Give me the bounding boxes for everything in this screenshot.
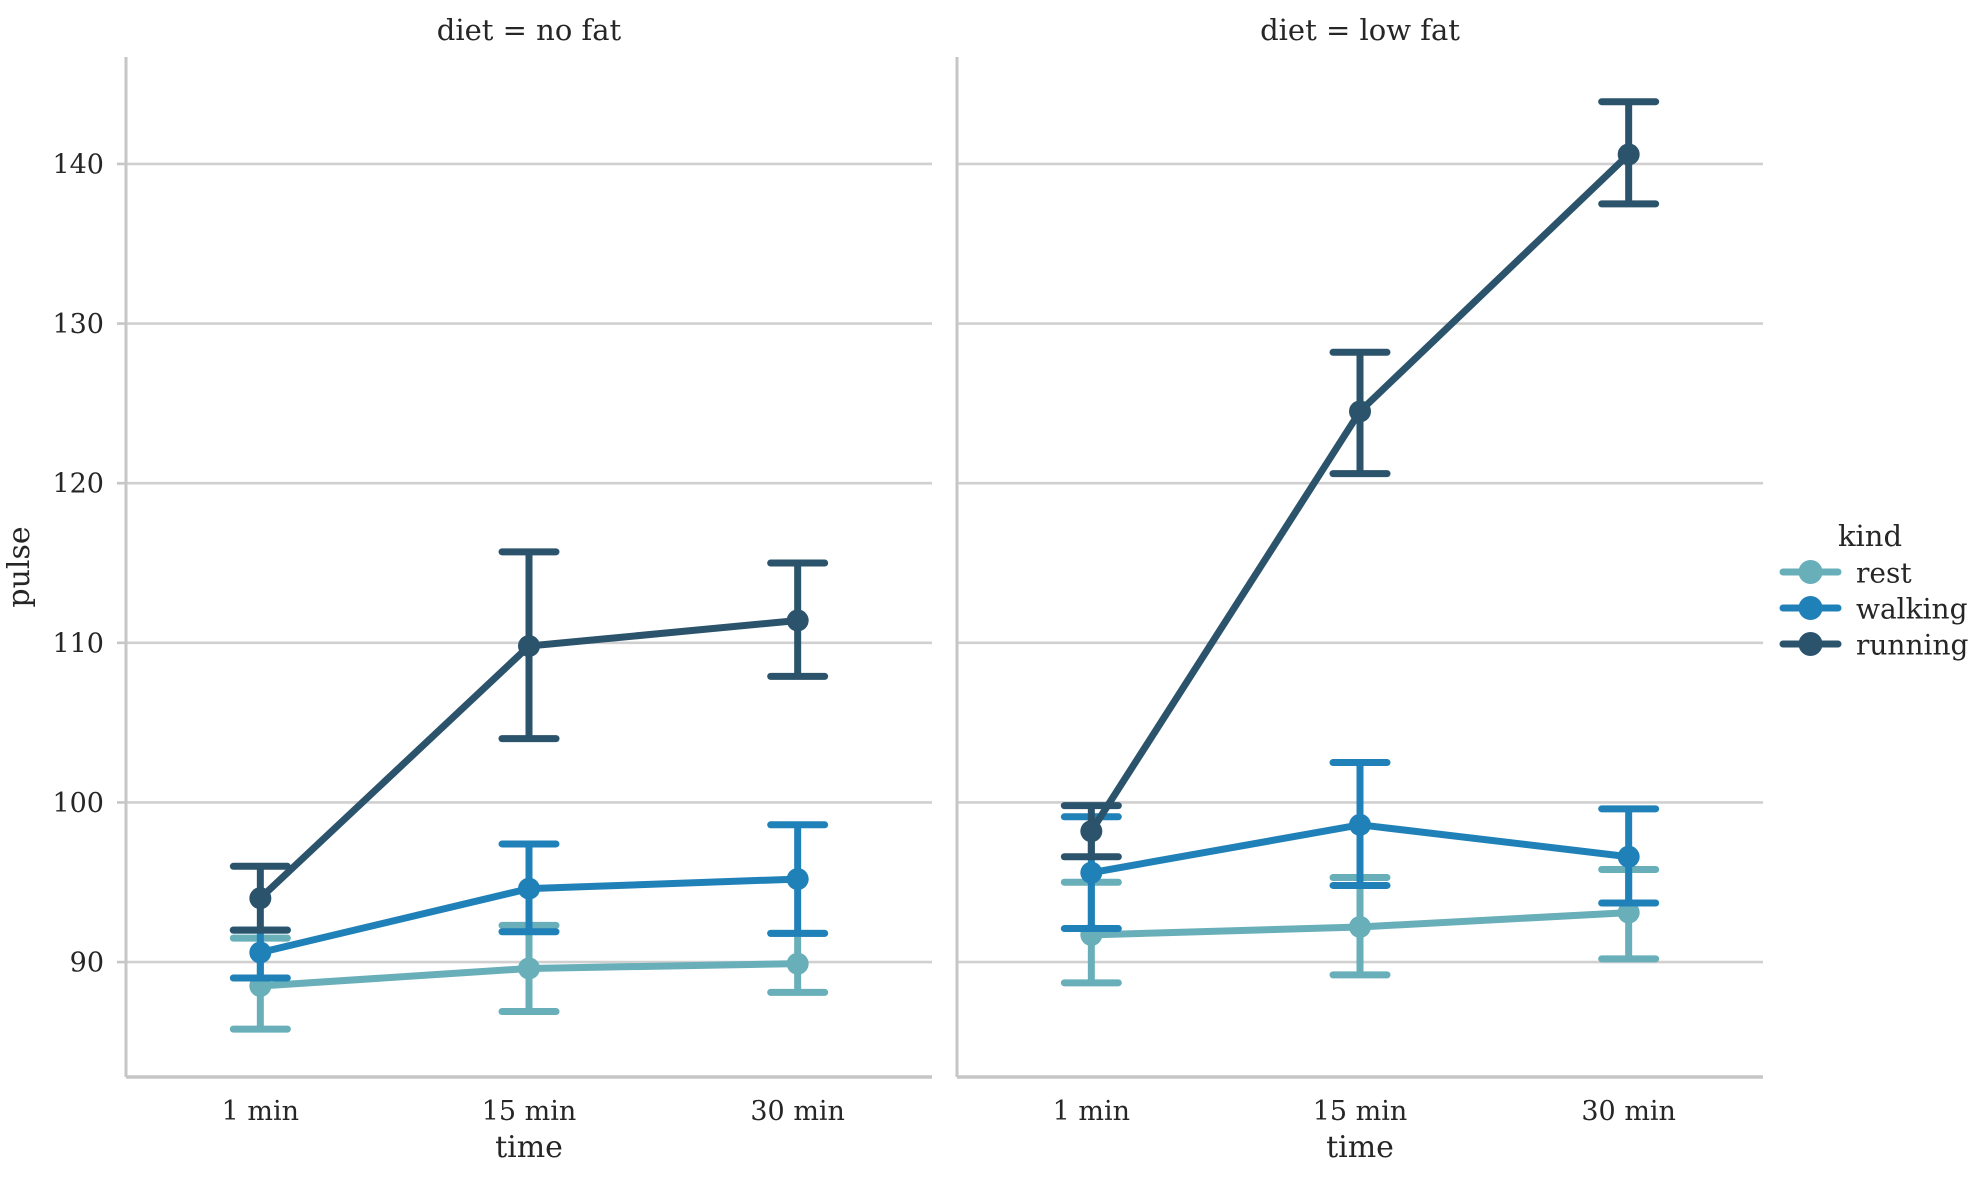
y-tick-label-120: 120 bbox=[52, 469, 104, 500]
legend-marker-running bbox=[1798, 632, 1823, 656]
y-tick-label-110: 110 bbox=[52, 628, 104, 659]
y-axis-label: pulse bbox=[2, 526, 37, 607]
series-walking bbox=[1060, 759, 1660, 933]
point-walking-30-min bbox=[1617, 845, 1640, 868]
series-line-running bbox=[1087, 150, 1633, 835]
point-rest-30-min bbox=[786, 952, 809, 975]
facet-title: diet = no fat bbox=[437, 13, 622, 47]
point-walking-30-min bbox=[786, 868, 809, 891]
legend-label-rest: rest bbox=[1856, 557, 1912, 590]
facet-panel-diet-low-fat: 1 min 15 min 30 min time diet = low fat bbox=[955, 13, 1763, 1165]
y-tick-label-90: 90 bbox=[70, 948, 104, 979]
legend-item-walking: walking bbox=[1779, 593, 1968, 626]
facet-title: diet = low fat bbox=[1260, 13, 1460, 47]
legend-label-walking: walking bbox=[1856, 593, 1968, 626]
legend-title: kind bbox=[1838, 519, 1902, 553]
x-tick-label-15-min: 15 min bbox=[482, 1096, 577, 1127]
legend-marker-walking bbox=[1798, 596, 1823, 620]
point-rest-30-min bbox=[1617, 901, 1640, 924]
y-tick-label-100: 100 bbox=[52, 788, 104, 819]
x-tick-label-30-min: 30 min bbox=[1581, 1096, 1676, 1127]
legend-marker-rest bbox=[1798, 560, 1823, 584]
point-rest-15-min bbox=[1349, 915, 1371, 938]
series-walking bbox=[229, 821, 829, 982]
point-walking-15-min bbox=[1349, 813, 1371, 836]
facet-panel-diet-no-fat: 90 100 110 120 130 140 1 min 15 min 30 min time di… bbox=[52, 13, 932, 1165]
y-tick-label-130: 130 bbox=[52, 309, 104, 340]
point-running-15-min bbox=[1349, 400, 1371, 423]
series-running bbox=[229, 548, 829, 934]
x-tick-label-30-min: 30 min bbox=[750, 1096, 845, 1127]
legend-label-running: running bbox=[1856, 629, 1968, 662]
point-running-15-min bbox=[518, 635, 540, 658]
point-walking-15-min bbox=[518, 877, 540, 900]
x-tick-label-15-min: 15 min bbox=[1313, 1096, 1408, 1127]
legend-item-running: running bbox=[1779, 629, 1968, 662]
x-axis-label: time bbox=[1326, 1130, 1394, 1165]
point-walking-1-min bbox=[249, 941, 272, 964]
x-axis-label: time bbox=[495, 1130, 563, 1165]
series-running bbox=[1060, 98, 1660, 861]
point-running-30-min bbox=[1617, 143, 1640, 166]
x-tick-label-1-min: 1 min bbox=[1053, 1096, 1130, 1127]
point-walking-1-min bbox=[1080, 861, 1103, 884]
point-running-30-min bbox=[786, 609, 809, 632]
point-rest-15-min bbox=[518, 957, 540, 980]
point-running-1-min bbox=[1080, 820, 1103, 843]
x-tick-label-1-min: 1 min bbox=[222, 1096, 299, 1127]
legend-item-rest: rest bbox=[1779, 557, 1912, 590]
point-running-1-min bbox=[249, 887, 272, 910]
y-tick-label-140: 140 bbox=[52, 149, 104, 180]
